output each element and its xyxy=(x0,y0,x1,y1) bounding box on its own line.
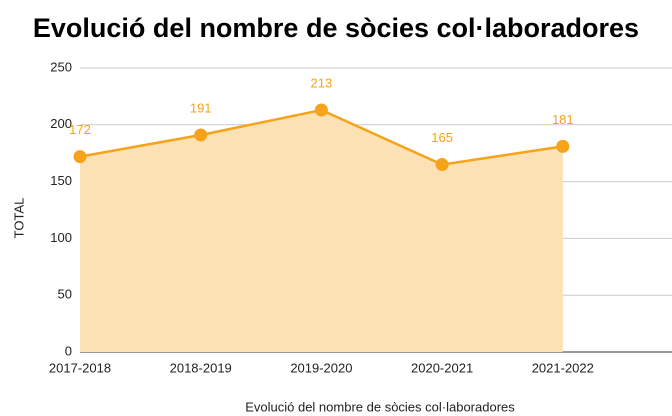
point xyxy=(435,158,449,172)
data-label: 213 xyxy=(311,75,333,90)
x-axis-label: Evolució del nombre de sòcies col·labora… xyxy=(245,399,515,414)
y-tick-label: 200 xyxy=(50,116,72,131)
chart-title: Evolució del nombre de sòcies col·labora… xyxy=(33,13,639,43)
point xyxy=(73,150,87,164)
x-tick-label: 2017-2018 xyxy=(49,360,111,375)
point xyxy=(314,103,328,117)
y-tick-label: 0 xyxy=(65,343,72,358)
data-label: 172 xyxy=(69,122,91,137)
data-label: 165 xyxy=(431,130,453,145)
x-tick-label: 2021-2022 xyxy=(532,360,594,375)
y-tick-label: 100 xyxy=(50,230,72,245)
x-tick-label: 2018-2019 xyxy=(170,360,232,375)
point xyxy=(556,139,570,153)
x-tick-label: 2020-2021 xyxy=(411,360,473,375)
data-label: 181 xyxy=(552,112,574,127)
y-tick-label: 150 xyxy=(50,173,72,188)
x-tick-label: 2019-2020 xyxy=(290,360,352,375)
area xyxy=(80,110,563,352)
data-label: 191 xyxy=(190,100,212,115)
y-tick-label: 50 xyxy=(58,287,72,302)
point xyxy=(194,128,208,142)
y-axis-label: TOTAL xyxy=(11,198,26,239)
y-tick-label: 250 xyxy=(50,59,72,74)
